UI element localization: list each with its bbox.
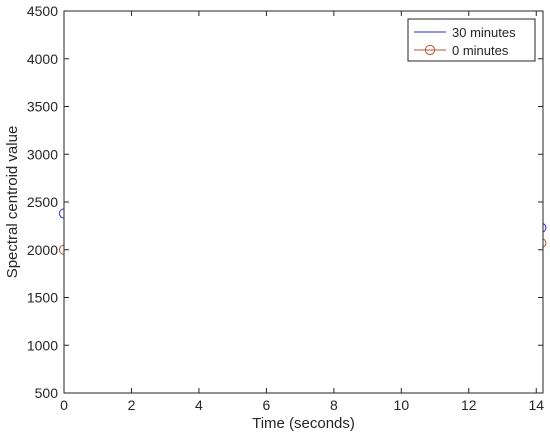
y-tick-label: 3500 [27,99,58,115]
legend-label: 0 minutes [452,43,509,58]
y-tick-label: 2500 [27,194,58,210]
plot-frame [63,10,544,394]
legend: 30 minutes 0 minutes [407,18,536,62]
y-tick-label: 1000 [27,337,58,353]
x-axis-label: Time (seconds) [252,415,355,432]
x-tick-label: 12 [461,397,477,413]
x-tick-label: 4 [195,397,203,413]
y-tick-label: 3000 [27,146,58,162]
legend-box [407,18,536,62]
y-tick-label: 500 [35,385,59,401]
x-tick-label: 2 [128,397,136,413]
y-tick-label: 4000 [27,51,58,67]
x-tick-label: 6 [262,397,270,413]
x-tick-label: 0 [60,397,68,413]
y-axis-label: Spectral centroid value [4,126,21,279]
x-tick-label: 8 [330,397,338,413]
legend-label: 30 minutes [452,25,516,40]
x-tick-label: 10 [394,397,410,413]
y-tick-label: 4500 [27,3,58,19]
x-tick-label: 14 [528,397,544,413]
legend-marker [424,44,436,56]
axes: 0 2 4 6 8 10 12 14 500 1000 1500 2000 2500 3000 3500 40… [27,3,544,413]
y-tick-label: 1500 [27,290,58,306]
y-tick-label: 2000 [27,242,58,258]
